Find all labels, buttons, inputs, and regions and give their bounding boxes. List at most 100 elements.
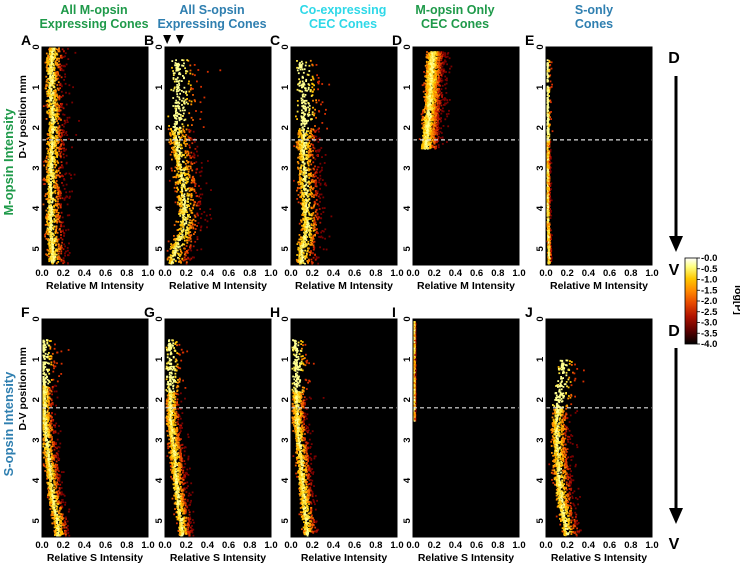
density-point [57,169,60,172]
density-point [313,179,316,182]
density-point [300,97,303,100]
density-point [52,197,55,200]
density-point [303,107,306,110]
density-point [439,100,441,102]
density-point [171,244,173,247]
density-point [307,240,310,243]
density-point [309,148,311,151]
density-point [52,50,55,52]
density-point [303,128,305,131]
density-point [48,69,51,72]
density-point [305,226,307,228]
density-point [318,150,320,153]
density-point [172,246,174,248]
density-point [429,114,432,117]
density-point [306,243,308,246]
density-point [437,137,439,140]
density-point [306,226,308,229]
density-point [182,160,184,163]
density-point [443,62,446,65]
density-point [441,84,444,87]
density-point [183,140,186,142]
density-point [442,107,444,110]
density-point [421,84,424,87]
density-point [186,176,189,179]
density-point [305,183,308,186]
density-point [48,130,51,133]
density-point [61,182,63,184]
density-point [188,137,190,139]
density-point [178,79,181,82]
density-point [444,83,446,86]
density-point [51,47,54,50]
density-point [50,205,53,208]
density-point [189,216,191,218]
col-header-4-line1: M-opsin Only [415,3,494,17]
density-point [314,165,316,168]
density-point [186,94,188,96]
density-point [433,131,436,134]
density-point [199,208,201,210]
density-point [433,135,435,138]
density-point [439,130,442,133]
density-point [52,120,55,122]
density-point [57,130,60,133]
density-point [54,199,57,201]
density-point [296,243,299,245]
density-point [181,195,183,198]
density-point [47,179,49,181]
density-point [49,171,51,173]
density-point [312,238,315,240]
density-point [49,47,51,50]
density-point [61,85,63,88]
density-point [46,143,48,145]
density-point [49,249,52,252]
density-point [51,153,54,156]
density-point [191,155,194,158]
density-point [293,179,295,182]
density-point [56,160,59,163]
density-point [61,133,63,136]
density-point [46,227,49,230]
density-point [61,103,64,105]
density-point [299,90,302,93]
density-point [305,61,308,64]
density-point [445,102,448,105]
density-point [314,233,316,236]
density-point [300,124,303,126]
density-point [52,131,54,133]
density-point [427,79,429,81]
density-point [49,258,52,261]
density-point [303,238,305,241]
density-point [194,223,196,226]
density-point [308,168,311,171]
density-point [49,196,52,199]
density-point [57,198,59,200]
density-point [181,134,184,136]
density-point [63,50,65,53]
density-point [48,154,51,157]
density-point [54,177,57,179]
density-point [55,143,58,146]
density-point [434,129,437,132]
density-point [304,118,306,120]
density-point [297,167,300,170]
density-point [50,106,52,108]
density-point [51,173,54,176]
density-point [182,259,185,262]
density-point [183,186,186,189]
density-point [59,109,62,112]
density-point [299,238,302,241]
density-point [179,153,182,156]
density-point [309,252,312,254]
y-tick-label: 5 [31,246,42,252]
density-point [64,245,66,248]
density-point [55,72,57,75]
density-point [182,225,185,228]
density-point [299,191,302,194]
density-point [304,105,307,108]
density-point [308,217,311,220]
density-point [58,60,60,63]
density-point [199,203,202,206]
density-point [55,71,58,74]
